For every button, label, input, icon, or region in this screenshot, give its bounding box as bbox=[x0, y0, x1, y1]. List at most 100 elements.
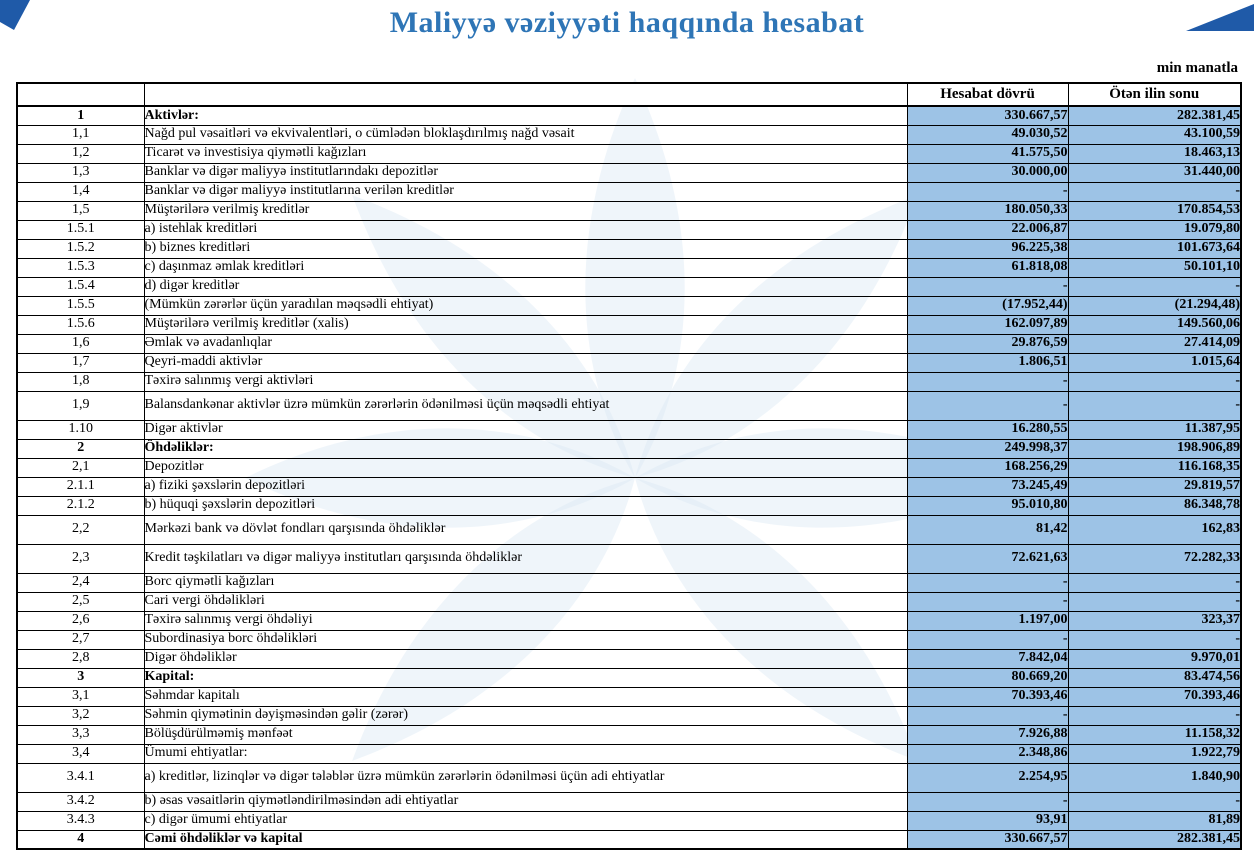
value-previous-year: 50.101,10 bbox=[1067, 257, 1242, 278]
table-row: 2,7 Subordinasiya borc öhdəlikləri - - bbox=[16, 629, 1242, 650]
row-description: Ümumi ehtiyatlar: bbox=[143, 743, 908, 764]
row-description: Nağd pul vəsaitləri və ekvivalentləri, o… bbox=[143, 124, 908, 145]
row-number: 3.4.3 bbox=[16, 810, 145, 831]
row-number: 1.5.5 bbox=[16, 295, 145, 316]
value-previous-year: 1.840,90 bbox=[1067, 762, 1242, 793]
table-row: 3,2 Səhmin qiymətinin dəyişməsindən gəlir… bbox=[16, 705, 1242, 726]
value-previous-year: 11.158,32 bbox=[1067, 724, 1242, 745]
value-previous-year: - bbox=[1067, 572, 1242, 593]
value-previous-year: 282.381,45 bbox=[1067, 829, 1242, 850]
value-current-period: 7.842,04 bbox=[906, 648, 1069, 669]
table-row: 2,8 Digər öhdəliklər 7.842,04 9.970,01 bbox=[16, 648, 1242, 669]
value-current-period: 61.818,08 bbox=[906, 257, 1069, 278]
table-row: 2,6 Təxirə salınmış vergi öhdəliyi 1.197,0… bbox=[16, 610, 1242, 631]
row-number: 3,4 bbox=[16, 743, 145, 764]
row-number: 3.4.1 bbox=[16, 762, 145, 793]
row-description: (Mümkün zərərlər üçün yaradılan məqsədli… bbox=[143, 295, 908, 316]
row-number: 2.1.1 bbox=[16, 476, 145, 497]
row-description: a) kreditlər, lizinqlər və digər tələblə… bbox=[143, 762, 908, 793]
row-description: Kredit təşkilatları və digər maliyyə ins… bbox=[143, 543, 908, 574]
value-previous-year: 1.015,64 bbox=[1067, 352, 1242, 373]
value-current-period: 168.256,29 bbox=[906, 457, 1069, 478]
table-row: 1,2 Ticarət və investisiya qiymətli kağız… bbox=[16, 143, 1242, 164]
table-row: 1,5 Müştərilərə verilmiş kreditlər 180.050… bbox=[16, 200, 1242, 221]
table-row: 1,9 Balansdankənar aktivlər üzrə mümkün z… bbox=[16, 390, 1242, 421]
table-row: 1.5.6 Müştərilərə verilmiş kreditlər (xal… bbox=[16, 314, 1242, 335]
value-previous-year: 86.348,78 bbox=[1067, 495, 1242, 516]
table-row: 1,8 Təxirə salınmış vergi aktivləri - - bbox=[16, 371, 1242, 392]
value-previous-year: 72.282,33 bbox=[1067, 543, 1242, 574]
row-number: 1.5.3 bbox=[16, 257, 145, 278]
table-body: 1 Aktivlər: 330.667,57 282.381,45 1,1 Nağd pu… bbox=[16, 105, 1242, 850]
page-title: Maliyyə vəziyyəti haqqında hesabat bbox=[389, 6, 865, 39]
row-number: 1,7 bbox=[16, 352, 145, 373]
table-row: 1,4 Banklar və digər maliyyə institutları… bbox=[16, 181, 1242, 202]
value-previous-year: 149.560,06 bbox=[1067, 314, 1242, 335]
table-row: 1.5.1 a) istehlak kreditləri 22.006,87 19.0… bbox=[16, 219, 1242, 240]
row-number: 2,1 bbox=[16, 457, 145, 478]
table-row: 2.1.2 b) hüquqi şəxslərin depozitləri 95.0… bbox=[16, 495, 1242, 516]
value-current-period: (17.952,44) bbox=[906, 295, 1069, 316]
row-number: 2,7 bbox=[16, 629, 145, 650]
value-current-period: 72.621,63 bbox=[906, 543, 1069, 574]
value-previous-year: - bbox=[1067, 591, 1242, 612]
row-number: 1.10 bbox=[16, 419, 145, 440]
row-number: 1.5.1 bbox=[16, 219, 145, 240]
row-number: 3,2 bbox=[16, 705, 145, 726]
table-row: 2,5 Cari vergi öhdəlikləri - - bbox=[16, 591, 1242, 612]
table-row: 2 Öhdəliklər: 249.998,37 198.906,89 bbox=[16, 438, 1242, 459]
row-description: c) digər ümumi ehtiyatlar bbox=[143, 810, 908, 831]
table-row: 2.1.1 a) fiziki şəxslərin depozitləri 73.2… bbox=[16, 476, 1242, 497]
row-description: Cəmi öhdəliklər və kapital bbox=[143, 829, 908, 850]
row-description: b) əsas vəsaitlərin qiymətləndirilməsind… bbox=[143, 791, 908, 812]
table-row: 1,1 Nağd pul vəsaitləri və ekvivalentləri… bbox=[16, 124, 1242, 145]
table-row: 3.4.3 c) digər ümumi ehtiyatlar 93,91 81,89 bbox=[16, 810, 1242, 831]
row-description: c) daşınmaz əmlak kreditləri bbox=[143, 257, 908, 278]
row-number: 2.1.2 bbox=[16, 495, 145, 516]
row-description: Əmlak və avadanlıqlar bbox=[143, 333, 908, 354]
row-number: 2,3 bbox=[16, 543, 145, 574]
row-description: Ticarət və investisiya qiymətli kağızlar… bbox=[143, 143, 908, 164]
row-number: 1,4 bbox=[16, 181, 145, 202]
row-number: 4 bbox=[16, 829, 145, 850]
table-row: 1.5.5 (Mümkün zərərlər üçün yaradılan məq… bbox=[16, 295, 1242, 316]
row-number: 1.5.6 bbox=[16, 314, 145, 335]
value-previous-year: 116.168,35 bbox=[1067, 457, 1242, 478]
row-number: 1,8 bbox=[16, 371, 145, 392]
column-header-description bbox=[143, 82, 908, 107]
row-description: Banklar və digər maliyyə institutlarına … bbox=[143, 181, 908, 202]
value-current-period: 96.225,38 bbox=[906, 238, 1069, 259]
row-number: 1,1 bbox=[16, 124, 145, 145]
row-description: Balansdankənar aktivlər üzrə mümkün zərə… bbox=[143, 390, 908, 421]
row-number: 3 bbox=[16, 667, 145, 688]
value-previous-year: 83.474,56 bbox=[1067, 667, 1242, 688]
row-description: a) istehlak kreditləri bbox=[143, 219, 908, 240]
table-row: 1,7 Qeyri-maddi aktivlər 1.806,51 1.015,64 bbox=[16, 352, 1242, 373]
value-previous-year: 170.854,53 bbox=[1067, 200, 1242, 221]
value-current-period: 180.050,33 bbox=[906, 200, 1069, 221]
value-previous-year: 282.381,45 bbox=[1067, 105, 1242, 126]
value-current-period: - bbox=[906, 791, 1069, 812]
value-previous-year: - bbox=[1067, 181, 1242, 202]
row-number: 2,6 bbox=[16, 610, 145, 631]
row-description: Kapital: bbox=[143, 667, 908, 688]
value-previous-year: 323,37 bbox=[1067, 610, 1242, 631]
value-previous-year: 81,89 bbox=[1067, 810, 1242, 831]
table-header-row: Hesabat dövrü Ötən ilin sonu bbox=[16, 82, 1242, 107]
row-number: 1,5 bbox=[16, 200, 145, 221]
value-current-period: 93,91 bbox=[906, 810, 1069, 831]
row-description: Səhmin qiymətinin dəyişməsindən gəlir (z… bbox=[143, 705, 908, 726]
value-current-period: 22.006,87 bbox=[906, 219, 1069, 240]
value-previous-year: - bbox=[1067, 705, 1242, 726]
value-previous-year: 19.079,80 bbox=[1067, 219, 1242, 240]
value-current-period: 7.926,88 bbox=[906, 724, 1069, 745]
row-number: 1.5.2 bbox=[16, 238, 145, 259]
row-description: Digər öhdəliklər bbox=[143, 648, 908, 669]
row-description: Banklar və digər maliyyə institutlarında… bbox=[143, 162, 908, 183]
table-row: 4 Cəmi öhdəliklər və kapital 330.667,57 282… bbox=[16, 829, 1242, 850]
row-number: 1,3 bbox=[16, 162, 145, 183]
row-description: Müştərilərə verilmiş kreditlər bbox=[143, 200, 908, 221]
row-description: d) digər kreditlər bbox=[143, 276, 908, 297]
value-current-period: 16.280,55 bbox=[906, 419, 1069, 440]
value-previous-year: - bbox=[1067, 791, 1242, 812]
